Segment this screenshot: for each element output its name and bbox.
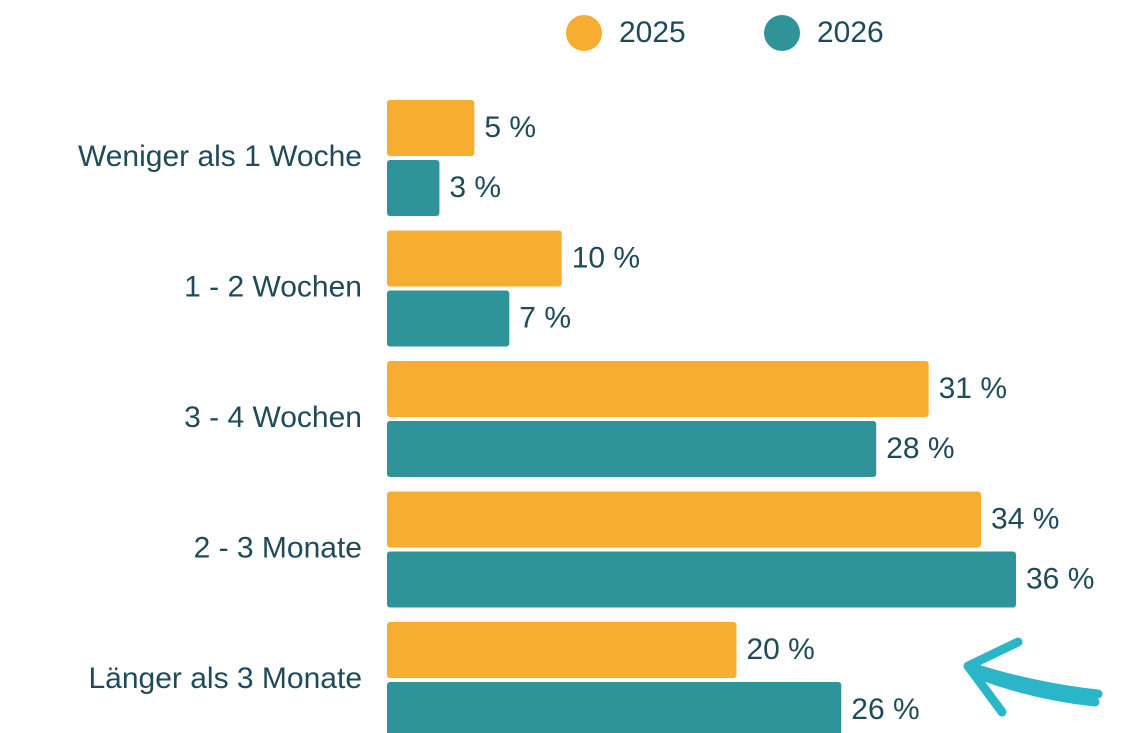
arrow-annotation xyxy=(963,637,1103,717)
category-label: 3 - 4 Wochen xyxy=(184,401,362,434)
bar xyxy=(387,491,982,548)
bar xyxy=(387,160,440,216)
value-label: 7 % xyxy=(519,301,571,334)
arrow-shaft xyxy=(970,663,1103,699)
value-label: 28 % xyxy=(886,432,954,465)
value-label: 36 % xyxy=(1026,562,1094,595)
bar xyxy=(387,290,510,347)
arrow-shaft xyxy=(977,671,1100,707)
value-label: 3 % xyxy=(449,171,501,204)
bar xyxy=(387,421,877,477)
value-label: 34 % xyxy=(991,502,1059,535)
legend-swatch xyxy=(764,15,800,51)
category-label: 2 - 3 Monate xyxy=(194,531,362,564)
bar xyxy=(387,682,842,733)
value-label: 26 % xyxy=(851,693,919,726)
legend-label: 2025 xyxy=(619,16,686,49)
bar xyxy=(387,622,737,678)
arrow-head xyxy=(963,637,1023,717)
value-label: 10 % xyxy=(572,241,640,274)
category-label: 1 - 2 Wochen xyxy=(184,270,362,303)
value-label: 5 % xyxy=(484,111,536,144)
value-label: 31 % xyxy=(939,372,1007,405)
bar xyxy=(387,361,929,417)
value-label: 20 % xyxy=(746,633,814,666)
legend-swatch xyxy=(566,15,602,51)
category-label: Weniger als 1 Woche xyxy=(78,140,362,173)
bar xyxy=(387,551,1016,608)
category-label: Länger als 3 Monate xyxy=(88,662,362,695)
bar xyxy=(387,230,562,287)
legend-label: 2026 xyxy=(817,16,884,49)
bar xyxy=(387,100,475,156)
